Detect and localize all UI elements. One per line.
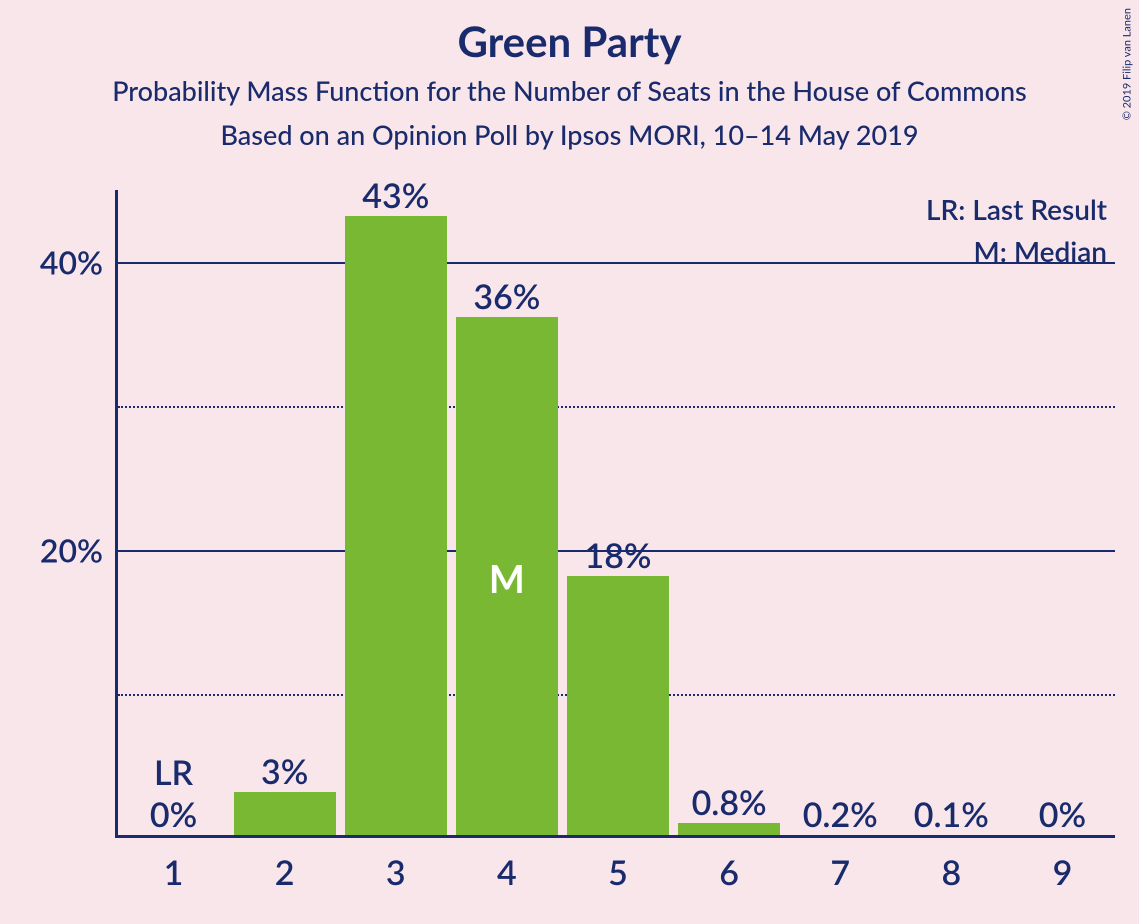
bar-value-label: 0.1%	[914, 794, 989, 835]
x-tick-label: 5	[608, 838, 628, 893]
copyright-text: © 2019 Filip van Lanen	[1120, 8, 1133, 120]
bar-value-label: 36%	[473, 276, 540, 317]
x-tick-label: 8	[941, 838, 961, 893]
chart-subtitle-2: Based on an Opinion Poll by Ipsos MORI, …	[0, 118, 1139, 151]
x-tick-label: 6	[719, 838, 739, 893]
bar-value-label: 0.2%	[803, 794, 878, 835]
bar-value-label: 3%	[261, 751, 308, 792]
median-mark: M	[489, 556, 525, 602]
x-tick-label: 4	[497, 838, 517, 893]
gridline-major	[118, 262, 1115, 264]
bar	[567, 576, 669, 835]
bar-value-label: 18%	[584, 535, 651, 576]
bar-annotation: LR	[154, 752, 193, 793]
chart-title: Green Party	[0, 16, 1139, 66]
legend-median: M: Median	[974, 234, 1108, 268]
bar	[678, 823, 780, 835]
chart-container: Green Party Probability Mass Function fo…	[0, 0, 1139, 924]
x-tick-label: 7	[830, 838, 850, 893]
x-tick-label: 9	[1053, 838, 1073, 893]
legend-last-result: LR: Last Result	[926, 192, 1107, 226]
bar-value-label: 0%	[1039, 794, 1086, 835]
y-axis	[115, 190, 118, 838]
bar	[234, 792, 336, 835]
plot-area: 20%40%10%LR23%343%436%M518%60.8%70.2%80.…	[115, 190, 1115, 838]
y-tick-label: 20%	[40, 531, 115, 570]
y-tick-label: 40%	[40, 243, 115, 282]
bar-value-label: 0%	[150, 794, 197, 835]
gridline-minor	[118, 406, 1115, 408]
x-tick-label: 1	[164, 838, 184, 893]
bar	[345, 216, 447, 835]
x-tick-label: 2	[275, 838, 295, 893]
bar-value-label: 43%	[362, 175, 429, 216]
bar-value-label: 0.8%	[692, 782, 767, 823]
chart-subtitle-1: Probability Mass Function for the Number…	[0, 74, 1139, 107]
x-tick-label: 3	[386, 838, 406, 893]
